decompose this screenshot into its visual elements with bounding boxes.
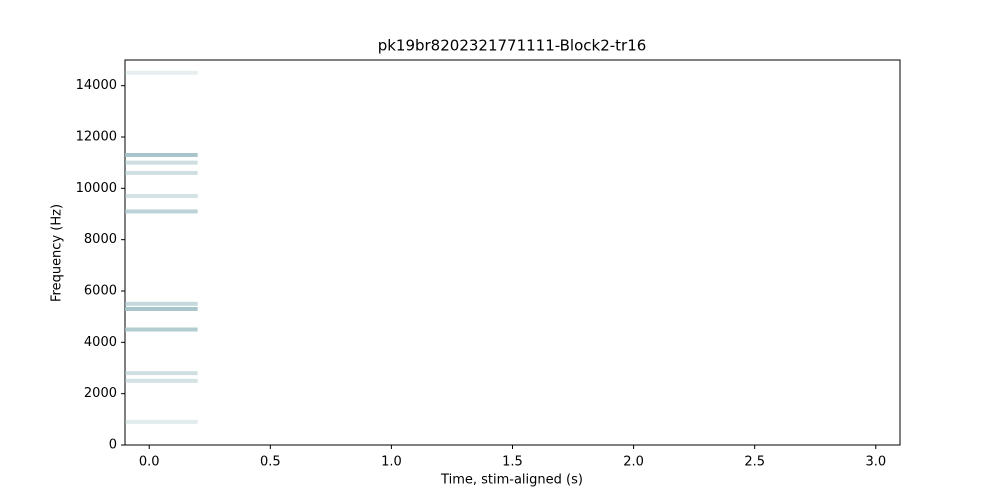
plot-frame [124, 59, 901, 446]
spectral-band [125, 152, 198, 157]
y-tick-label: 14000 [76, 78, 117, 93]
spectral-band [125, 306, 198, 311]
x-tick-label: 1.0 [381, 455, 402, 470]
y-tick-label: 12000 [76, 130, 117, 145]
spectral-band [125, 194, 198, 199]
x-axis-label: Time, stim-aligned (s) [440, 473, 583, 488]
spectral-band [125, 327, 198, 332]
spectral-band [125, 371, 198, 376]
spectral-band [125, 301, 198, 306]
spectral-band [125, 209, 198, 214]
chart-title: pk19br8202321771111-Block2-tr16 [378, 37, 647, 55]
y-tick-label: 8000 [84, 232, 117, 247]
y-tick-label: 0 [109, 438, 117, 453]
x-tick-label: 0.5 [260, 455, 281, 470]
x-tick-label: 3.0 [865, 455, 886, 470]
y-tick-label: 10000 [76, 181, 117, 196]
x-tick-label: 0.0 [139, 455, 160, 470]
spectral-band [125, 160, 198, 165]
y-tick-label: 6000 [84, 284, 117, 299]
spectral-band [125, 419, 198, 424]
x-tick-label: 2.5 [744, 455, 765, 470]
spectral-band [125, 170, 198, 175]
y-axis-label: Frequency (Hz) [50, 204, 65, 302]
spectral-band [125, 70, 198, 75]
spectral-band [125, 378, 198, 383]
y-tick-label: 2000 [84, 386, 117, 401]
x-tick-label: 1.5 [502, 455, 523, 470]
x-tick-label: 2.0 [623, 455, 644, 470]
y-tick-label: 4000 [84, 335, 117, 350]
